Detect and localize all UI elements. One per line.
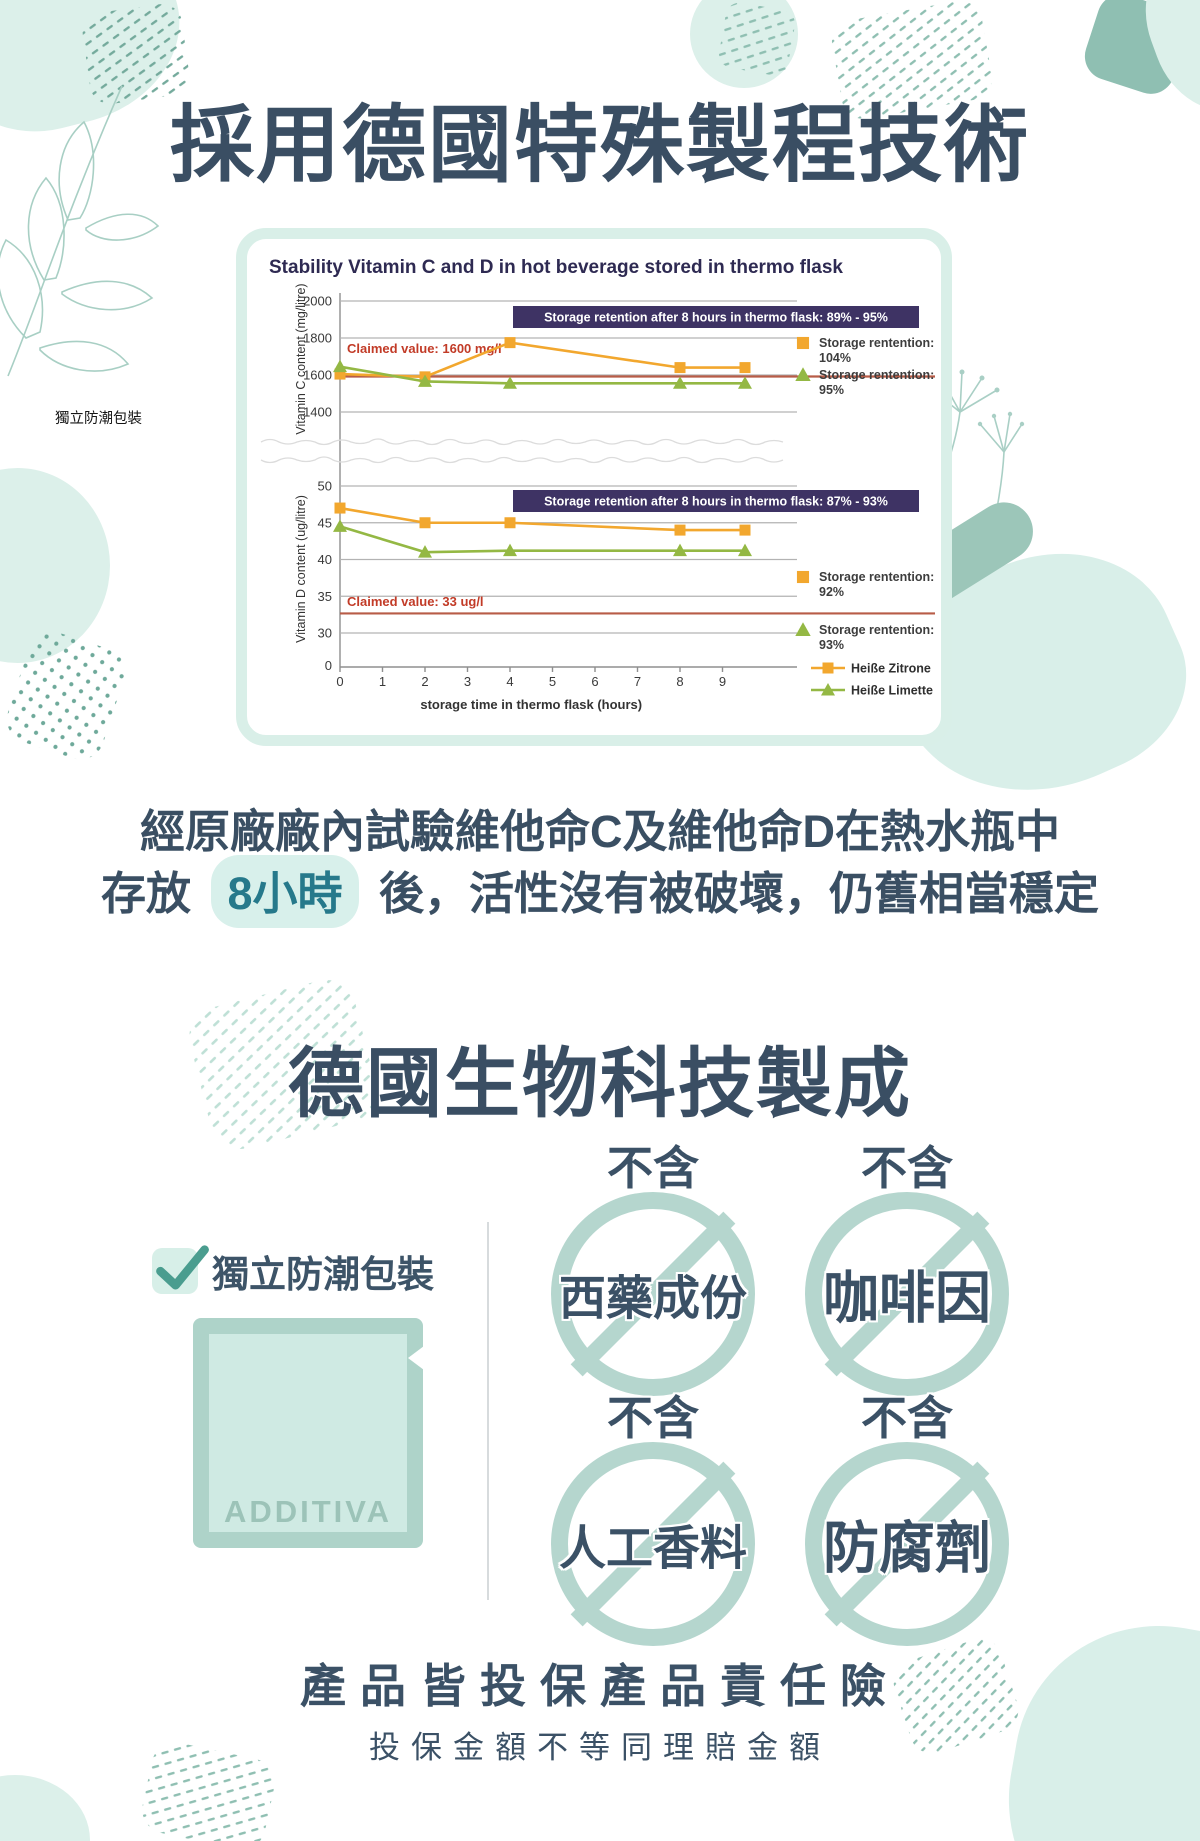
- checkmark-icon: [152, 1245, 209, 1294]
- stability-chart-svg: Stability Vitamin C and D in hot beverag…: [260, 257, 935, 712]
- summary-line2-prefix: 存放: [100, 868, 191, 919]
- dots-patch-left: [6, 631, 126, 760]
- leaf-branch-art: [0, 85, 160, 377]
- free-of-prefix: 不含: [861, 1142, 953, 1194]
- svg-text:30: 30: [318, 626, 332, 641]
- svg-text:storage time in thermo flask (: storage time in thermo flask (hours): [420, 697, 642, 712]
- footer-insurance-line: 產品皆投保產品責任險: [300, 1660, 900, 1712]
- free-of-prefix: 不含: [861, 1392, 953, 1444]
- no-circle-icon: 西藥成份: [551, 1192, 755, 1396]
- summary-line2: 存放 8小時 後，活性沒有被破壞，仍舊相當穩定: [0, 855, 1200, 928]
- svg-text:2: 2: [421, 674, 428, 689]
- svg-text:4: 4: [506, 674, 513, 689]
- sachet-tear-notch: [408, 1346, 424, 1370]
- svg-text:Claimed value: 1600 mg/l: Claimed value: 1600 mg/l: [347, 341, 502, 356]
- free-of-item: 不含 人工香料: [543, 1394, 763, 1646]
- footer-disclaimer-line: 投保金額不等同理賠金額: [369, 1730, 831, 1765]
- free-of-item: 不含 西藥成份: [543, 1144, 763, 1396]
- svg-text:104%: 104%: [819, 351, 851, 365]
- svg-text:2000: 2000: [303, 294, 332, 309]
- svg-text:9: 9: [719, 674, 726, 689]
- svg-text:6: 6: [591, 674, 598, 689]
- dash-patch-top-mid: [719, 2, 795, 76]
- svg-text:Stability Vitamin C and D in h: Stability Vitamin C and D in hot beverag…: [269, 257, 843, 278]
- page-title: 採用德國特殊製程技術: [169, 98, 1030, 192]
- svg-text:1600: 1600: [303, 368, 332, 383]
- svg-text:Heiße Limette: Heiße Limette: [851, 684, 933, 698]
- side-note: 獨立防潮包裝: [55, 411, 142, 427]
- svg-text:95%: 95%: [819, 383, 844, 397]
- no-circle-icon: 人工香料: [551, 1442, 755, 1646]
- svg-text:Storage rentention:: Storage rentention:: [819, 336, 934, 350]
- svg-text:Claimed value: 33 ug/l: Claimed value: 33 ug/l: [347, 594, 484, 609]
- section2-title: 德國生物科技製成: [288, 1042, 912, 1127]
- svg-text:Heiße Zitrone: Heiße Zitrone: [851, 662, 931, 676]
- dash-patch-bottom-right: [893, 1638, 1019, 1754]
- svg-text:0: 0: [325, 658, 332, 673]
- svg-text:8: 8: [676, 674, 683, 689]
- svg-text:1800: 1800: [303, 331, 332, 346]
- svg-text:Storage rentention:: Storage rentention:: [819, 368, 934, 382]
- free-of-item: 不含 防腐劑: [797, 1394, 1017, 1646]
- blob-bottom-left: [0, 1775, 90, 1841]
- sachet-illustration: ADDITIVA: [193, 1318, 424, 1548]
- no-circle-icon: 防腐劑: [805, 1442, 1009, 1646]
- duration-highlight: 8小時: [211, 855, 359, 928]
- no-circle-icon: 咖啡因: [805, 1192, 1009, 1396]
- svg-text:Vitamin D content (ug/litre): Vitamin D content (ug/litre): [294, 495, 308, 643]
- packaging-label: 獨立防潮包裝: [212, 1254, 434, 1295]
- dash-patch-section2: [189, 979, 377, 1150]
- sachet-inner: [209, 1334, 407, 1532]
- dash-patch-bottom-left: [142, 1742, 275, 1841]
- packaging-feature: 獨立防潮包裝: [152, 1244, 434, 1298]
- svg-text:Storage rentention:: Storage rentention:: [819, 570, 934, 584]
- svg-text:93%: 93%: [819, 638, 844, 652]
- svg-text:0: 0: [336, 674, 343, 689]
- summary-line1: 經原廠廠內試驗維他命C及維他命D在熱水瓶中: [140, 806, 1060, 857]
- svg-text:92%: 92%: [819, 585, 844, 599]
- free-of-label: 防腐劑: [823, 1516, 991, 1580]
- svg-text:45: 45: [318, 515, 332, 530]
- summary-line2-suffix: 後，活性沒有被破壞，仍舊相當穩定: [379, 868, 1100, 919]
- svg-text:50: 50: [318, 479, 332, 494]
- free-of-label: 咖啡因: [823, 1266, 991, 1330]
- svg-text:7: 7: [634, 674, 641, 689]
- vertical-divider: [487, 1222, 489, 1600]
- svg-text:1: 1: [379, 674, 386, 689]
- svg-text:Storage rentention:: Storage rentention:: [819, 623, 934, 637]
- dash-patch-top-left: [82, 4, 190, 104]
- stability-chart-card: Stability Vitamin C and D in hot beverag…: [236, 228, 952, 746]
- svg-text:1400: 1400: [303, 405, 332, 420]
- svg-text:35: 35: [318, 589, 332, 604]
- free-of-prefix: 不含: [607, 1392, 699, 1444]
- svg-text:40: 40: [318, 552, 332, 567]
- svg-text:3: 3: [464, 674, 471, 689]
- dash-patch-top-right: [831, 1, 993, 119]
- svg-text:Vitamin C content (mg/litre): Vitamin C content (mg/litre): [294, 283, 308, 434]
- svg-text:5: 5: [549, 674, 556, 689]
- svg-text:Storage retention after 8 hour: Storage retention after 8 hours in therm…: [544, 495, 888, 509]
- svg-text:Storage retention after 8 hour: Storage retention after 8 hours in therm…: [544, 311, 888, 325]
- free-of-prefix: 不含: [607, 1142, 699, 1194]
- free-of-label: 人工香料: [559, 1521, 747, 1575]
- sachet-brand: ADDITIVA: [223, 1494, 393, 1529]
- free-of-label: 西藥成份: [559, 1271, 747, 1325]
- free-of-item: 不含 咖啡因: [797, 1144, 1017, 1396]
